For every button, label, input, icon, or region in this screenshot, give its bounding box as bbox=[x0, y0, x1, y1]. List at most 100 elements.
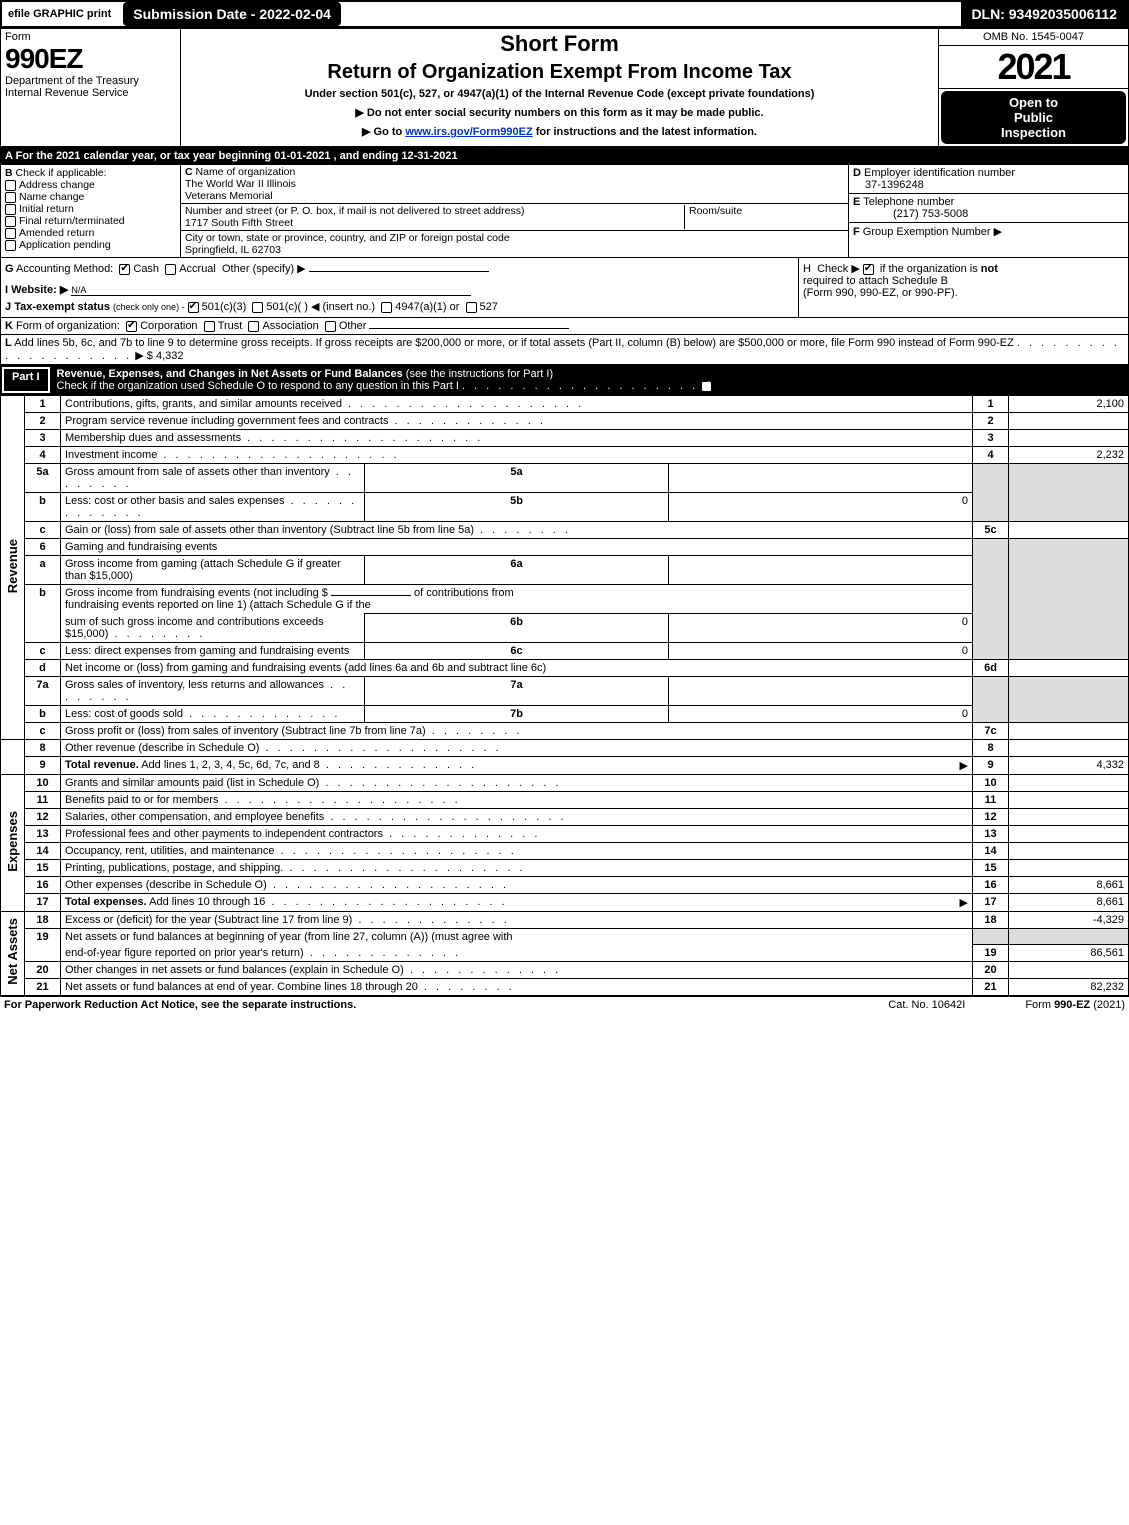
open-line2: Public bbox=[945, 110, 1122, 125]
header-right: OMB No. 1545-0047 2021 Open to Public In… bbox=[938, 29, 1128, 146]
l6c-num: c bbox=[25, 642, 61, 659]
side-net-assets: Net Assets bbox=[1, 911, 25, 996]
l1-val: 2,100 bbox=[1009, 396, 1129, 413]
tax-year: 2021 bbox=[939, 46, 1128, 89]
col-c: C Name of organization The World War II … bbox=[181, 165, 848, 257]
l5a-mini: 5a bbox=[365, 464, 669, 493]
l13-val bbox=[1009, 825, 1129, 842]
checkbox-amended-return[interactable] bbox=[5, 228, 16, 239]
checkbox-501c3[interactable] bbox=[188, 302, 199, 313]
h-text2: if the organization is bbox=[880, 263, 981, 275]
letter-h: H bbox=[803, 263, 811, 275]
city-state-zip: Springfield, IL 62703 bbox=[185, 244, 281, 256]
l6b-mini: 6b bbox=[365, 614, 669, 643]
checkbox-initial-return[interactable] bbox=[5, 204, 16, 215]
side-expenses: Expenses bbox=[1, 774, 25, 911]
l9-num: 9 bbox=[25, 756, 61, 774]
l19-rnum: 19 bbox=[973, 945, 1009, 962]
l6a-desc: Gross income from gaming (attach Schedul… bbox=[65, 558, 341, 582]
j-opt2: 501(c)( ) ◀ (insert no.) bbox=[266, 301, 375, 313]
l5a-mval bbox=[669, 464, 973, 493]
h-text3: required to attach Schedule B bbox=[803, 275, 948, 287]
ein-value: 37-1396248 bbox=[853, 179, 924, 191]
l2-rnum: 2 bbox=[973, 413, 1009, 430]
l14-num: 14 bbox=[25, 842, 61, 859]
l5a-num: 5a bbox=[25, 464, 61, 493]
header-center: Short Form Return of Organization Exempt… bbox=[181, 29, 938, 146]
section-a: A For the 2021 calendar year, or tax yea… bbox=[0, 147, 1129, 165]
under-section: Under section 501(c), 527, or 4947(a)(1)… bbox=[187, 88, 932, 100]
checkbox-schedule-o[interactable] bbox=[701, 381, 712, 392]
l8-desc: Other revenue (describe in Schedule O) bbox=[65, 742, 502, 754]
l6a-mval bbox=[669, 556, 973, 585]
checkbox-name-change[interactable] bbox=[5, 192, 16, 203]
l6c-desc: Less: direct expenses from gaming and fu… bbox=[65, 645, 349, 657]
l5a-desc: Gross amount from sale of assets other t… bbox=[65, 466, 354, 490]
l3-val bbox=[1009, 430, 1129, 447]
l13-rnum: 13 bbox=[973, 825, 1009, 842]
b-item-2: Initial return bbox=[19, 203, 74, 215]
l18-desc: Excess or (deficit) for the year (Subtra… bbox=[65, 914, 510, 926]
l6-desc: Gaming and fundraising events bbox=[65, 541, 217, 553]
submission-date: Submission Date - 2022-02-04 bbox=[123, 2, 341, 26]
checkbox-application-pending[interactable] bbox=[5, 240, 16, 251]
l11-num: 11 bbox=[25, 791, 61, 808]
g-accrual: Accrual bbox=[179, 263, 216, 275]
info-row-bcdef: B Check if applicable: Address change Na… bbox=[0, 165, 1129, 258]
part1-title-bold: Revenue, Expenses, and Changes in Net As… bbox=[57, 368, 406, 380]
checkbox-cash[interactable] bbox=[119, 264, 130, 275]
checkbox-4947[interactable] bbox=[381, 302, 392, 313]
checkbox-accrual[interactable] bbox=[165, 264, 176, 275]
h-text1: Check ▶ bbox=[817, 263, 860, 275]
l18-val: -4,329 bbox=[1009, 911, 1129, 928]
checkbox-association[interactable] bbox=[248, 321, 259, 332]
part1-label: Part I bbox=[2, 367, 50, 393]
letter-a: A bbox=[5, 150, 13, 162]
l16-rnum: 16 bbox=[973, 876, 1009, 893]
org-name-2: Veterans Memorial bbox=[185, 190, 273, 202]
col-de: D Employer identification number 37-1396… bbox=[848, 165, 1128, 257]
no-ssn-instruction: ▶ Do not enter social security numbers o… bbox=[187, 106, 932, 119]
form-label: Form bbox=[5, 31, 176, 43]
footer-left: For Paperwork Reduction Act Notice, see … bbox=[4, 999, 356, 1011]
k-corp: Corporation bbox=[140, 320, 197, 332]
l4-num: 4 bbox=[25, 447, 61, 464]
g-cash: Cash bbox=[133, 263, 159, 275]
l20-rnum: 20 bbox=[973, 962, 1009, 979]
checkbox-corporation[interactable] bbox=[126, 321, 137, 332]
checkbox-address-change[interactable] bbox=[5, 180, 16, 191]
l-amount: 4,332 bbox=[156, 350, 184, 362]
l9-arrow: ▶ bbox=[960, 759, 968, 772]
l12-desc: Salaries, other compensation, and employ… bbox=[65, 811, 567, 823]
l6b-mval: 0 bbox=[669, 614, 973, 643]
k-trust: Trust bbox=[218, 320, 243, 332]
letter-i: I bbox=[5, 284, 8, 296]
l6a-num: a bbox=[25, 556, 61, 585]
l1-desc: Contributions, gifts, grants, and simila… bbox=[65, 398, 584, 410]
l2-num: 2 bbox=[25, 413, 61, 430]
part1-header: Part I Revenue, Expenses, and Changes in… bbox=[0, 365, 1129, 395]
checkbox-final-return[interactable] bbox=[5, 216, 16, 227]
j-opt3: 4947(a)(1) or bbox=[395, 301, 459, 313]
checkbox-501c[interactable] bbox=[252, 302, 263, 313]
l19-desc2: end-of-year figure reported on prior yea… bbox=[65, 947, 461, 959]
part1-check-o: Check if the organization used Schedule … bbox=[57, 380, 459, 392]
l5b-desc: Less: cost or other basis and sales expe… bbox=[65, 495, 357, 519]
l20-desc: Other changes in net assets or fund bala… bbox=[65, 964, 561, 976]
irs-link[interactable]: www.irs.gov/Form990EZ bbox=[405, 126, 532, 138]
l6a-mini: 6a bbox=[365, 556, 669, 585]
goto-rest: for instructions and the latest informat… bbox=[536, 126, 757, 138]
row-l: L Add lines 5b, 6c, and 7b to line 9 to … bbox=[0, 335, 1129, 365]
checkbox-trust[interactable] bbox=[204, 321, 215, 332]
checkbox-h[interactable] bbox=[863, 264, 874, 275]
l5c-val bbox=[1009, 522, 1129, 539]
l17-arrow: ▶ bbox=[960, 896, 968, 909]
checkbox-527[interactable] bbox=[466, 302, 477, 313]
checkbox-other[interactable] bbox=[325, 321, 336, 332]
f-arrow: ▶ bbox=[994, 226, 1002, 238]
row-gh: G Accounting Method: Cash Accrual Other … bbox=[0, 258, 1129, 318]
l18-rnum: 18 bbox=[973, 911, 1009, 928]
l16-num: 16 bbox=[25, 876, 61, 893]
open-to-public: Open to Public Inspection bbox=[941, 91, 1126, 144]
j-label: Tax-exempt status bbox=[14, 301, 110, 313]
